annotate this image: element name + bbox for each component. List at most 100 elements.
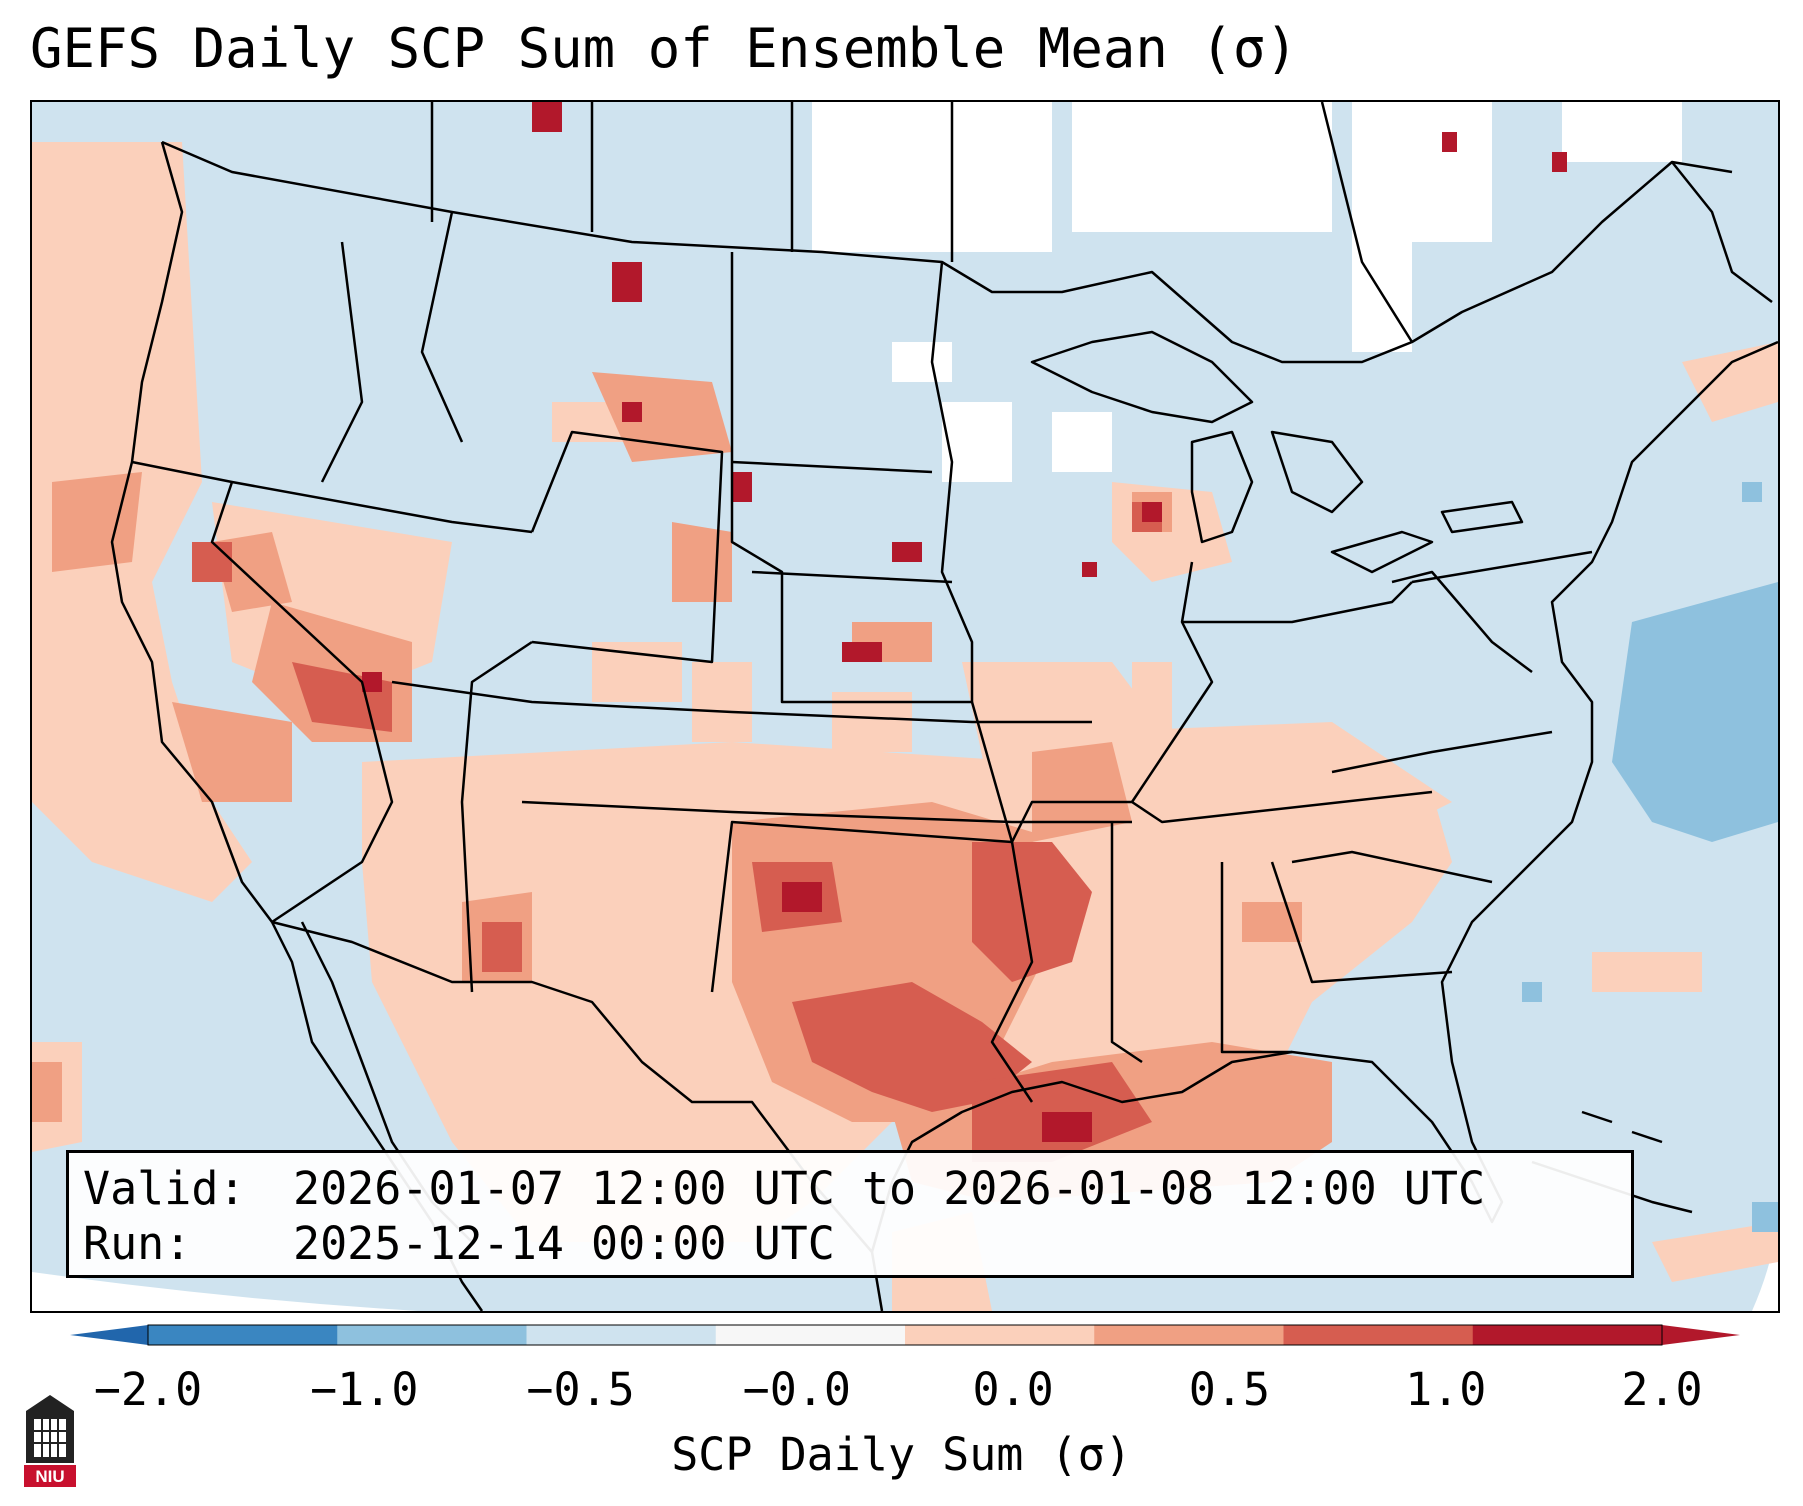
us-mexico-border <box>271 920 873 1253</box>
no-data-patch <box>942 402 1012 482</box>
valid-run-info-box: Valid: 2026-01-07 12:00 UTC to 2026-01-08… <box>66 1150 1634 1278</box>
anomaly-cell <box>592 642 682 702</box>
anomaly-cell <box>32 1062 62 1122</box>
no-data-patch <box>1352 102 1492 242</box>
canada-east-coastline <box>1671 161 1773 303</box>
state-border <box>970 701 1034 1103</box>
state-border <box>320 241 364 483</box>
logo-text: NIU <box>35 1467 64 1486</box>
colorbar-outline <box>147 1324 1663 1346</box>
anomaly-cell <box>692 662 752 742</box>
valid-value: 2026-01-07 12:00 UTC to 2026-01-08 12:00… <box>293 1162 1486 1215</box>
pacific-coastline <box>110 141 273 923</box>
anomaly-cell <box>1752 1202 1778 1232</box>
anomaly-cell <box>1592 952 1702 992</box>
state-border <box>1110 822 1143 1064</box>
lake-michigan <box>1190 430 1254 544</box>
lake-erie <box>1330 530 1434 574</box>
state-border <box>1220 862 1292 1054</box>
colorbar-tick-label: 0.5 <box>1188 1363 1271 1416</box>
colorbar-bins <box>148 1325 1663 1345</box>
anomaly-cell <box>612 262 642 302</box>
anomaly-cell <box>842 642 882 662</box>
colorbar-extend-low <box>70 1325 148 1345</box>
no-data-regions <box>32 102 1778 1311</box>
anomaly-area <box>1032 742 1132 842</box>
bahamas-coastline <box>1581 1110 1663 1144</box>
state-border <box>420 211 464 443</box>
colorbar-tick-label: 0.0 <box>972 1363 1054 1416</box>
state-border <box>1331 730 1553 774</box>
colorbar-tick-label: −1.0 <box>310 1363 419 1416</box>
anomaly-cell <box>1132 662 1172 742</box>
lake-ontario <box>1440 500 1524 534</box>
state-border <box>391 680 1092 724</box>
anomaly-area <box>792 982 1032 1112</box>
province-border <box>1320 102 1414 343</box>
niu-logo: NIU <box>24 1395 76 1487</box>
anomaly-cell <box>732 472 752 502</box>
state-border <box>1270 861 1453 984</box>
anomaly-area <box>592 372 732 462</box>
run-value: 2025-12-14 00:00 UTC <box>293 1217 835 1270</box>
colorbar-bin <box>337 1325 527 1345</box>
anomaly-area <box>1682 342 1778 422</box>
anomaly-cell <box>782 882 822 912</box>
colorbar-bin <box>526 1325 717 1345</box>
anomaly-cell <box>1082 562 1097 577</box>
map-canvas <box>32 102 1778 1311</box>
anomaly-area <box>32 142 252 902</box>
state-border <box>460 640 533 993</box>
colorbar-bin <box>1094 1325 1284 1345</box>
anomaly-cell <box>1742 482 1762 502</box>
state-border <box>521 800 1132 824</box>
anomaly-cell <box>1552 152 1567 172</box>
gulf-atlantic-coastline <box>870 340 1778 1253</box>
colorbar-tick-label: −0.5 <box>526 1363 635 1416</box>
colorbar-tick-label: 1.0 <box>1405 1363 1487 1416</box>
state-border <box>731 460 933 474</box>
state-border <box>710 820 1013 993</box>
colorbar-bin <box>1283 1325 1474 1345</box>
anomaly-cell <box>1042 1112 1092 1142</box>
valid-row: Valid: 2026-01-07 12:00 UTC to 2026-01-08… <box>83 1161 1617 1216</box>
valid-label: Valid: <box>83 1162 246 1215</box>
no-data-patch <box>1752 1202 1778 1311</box>
lake-superior <box>1030 330 1254 424</box>
anomaly-area <box>1612 582 1778 842</box>
state-border <box>1182 581 1413 624</box>
anomaly-cell <box>1142 502 1162 522</box>
no-data-patch <box>32 1272 1032 1311</box>
colorbar-extend-high <box>1662 1325 1740 1345</box>
anomaly-cell <box>622 402 642 422</box>
chart-title: GEFS Daily SCP Sum of Ensemble Mean (σ) <box>30 17 1298 80</box>
anomaly-cell <box>1522 982 1542 1002</box>
anomaly-cell <box>892 542 922 562</box>
colorbar-tick-label: −0.0 <box>742 1363 852 1416</box>
anomaly-area <box>672 522 732 602</box>
colorbar-tick-label: −2.0 <box>93 1363 203 1416</box>
colorbar-label: SCP Daily Sum (σ) <box>671 1428 1132 1481</box>
no-data-patch <box>892 342 952 382</box>
state-border <box>1411 550 1593 584</box>
run-row: Run: 2025-12-14 00:00 UTC <box>83 1216 1617 1271</box>
map-panel <box>30 100 1780 1313</box>
us-canada-border <box>161 140 1733 364</box>
anomaly-area <box>1092 722 1452 862</box>
anomaly-cell <box>532 102 562 132</box>
anomaly-cell <box>362 672 382 692</box>
state-border <box>730 252 974 704</box>
anomaly-cell <box>192 542 232 582</box>
state-border <box>131 460 533 534</box>
colorbar <box>70 1324 1740 1346</box>
anomaly-area <box>172 702 292 802</box>
anomaly-cell <box>1442 132 1457 152</box>
anomaly-negative <box>1522 482 1778 1232</box>
logo-badge <box>24 1465 76 1487</box>
colorbar-tick-label: 2.0 <box>1621 1363 1703 1416</box>
lake-huron <box>1270 430 1364 514</box>
no-data-patch <box>1052 412 1112 472</box>
anomaly-area <box>1652 1222 1778 1282</box>
no-data-patch <box>1562 102 1682 162</box>
no-data-patch <box>812 102 1052 252</box>
